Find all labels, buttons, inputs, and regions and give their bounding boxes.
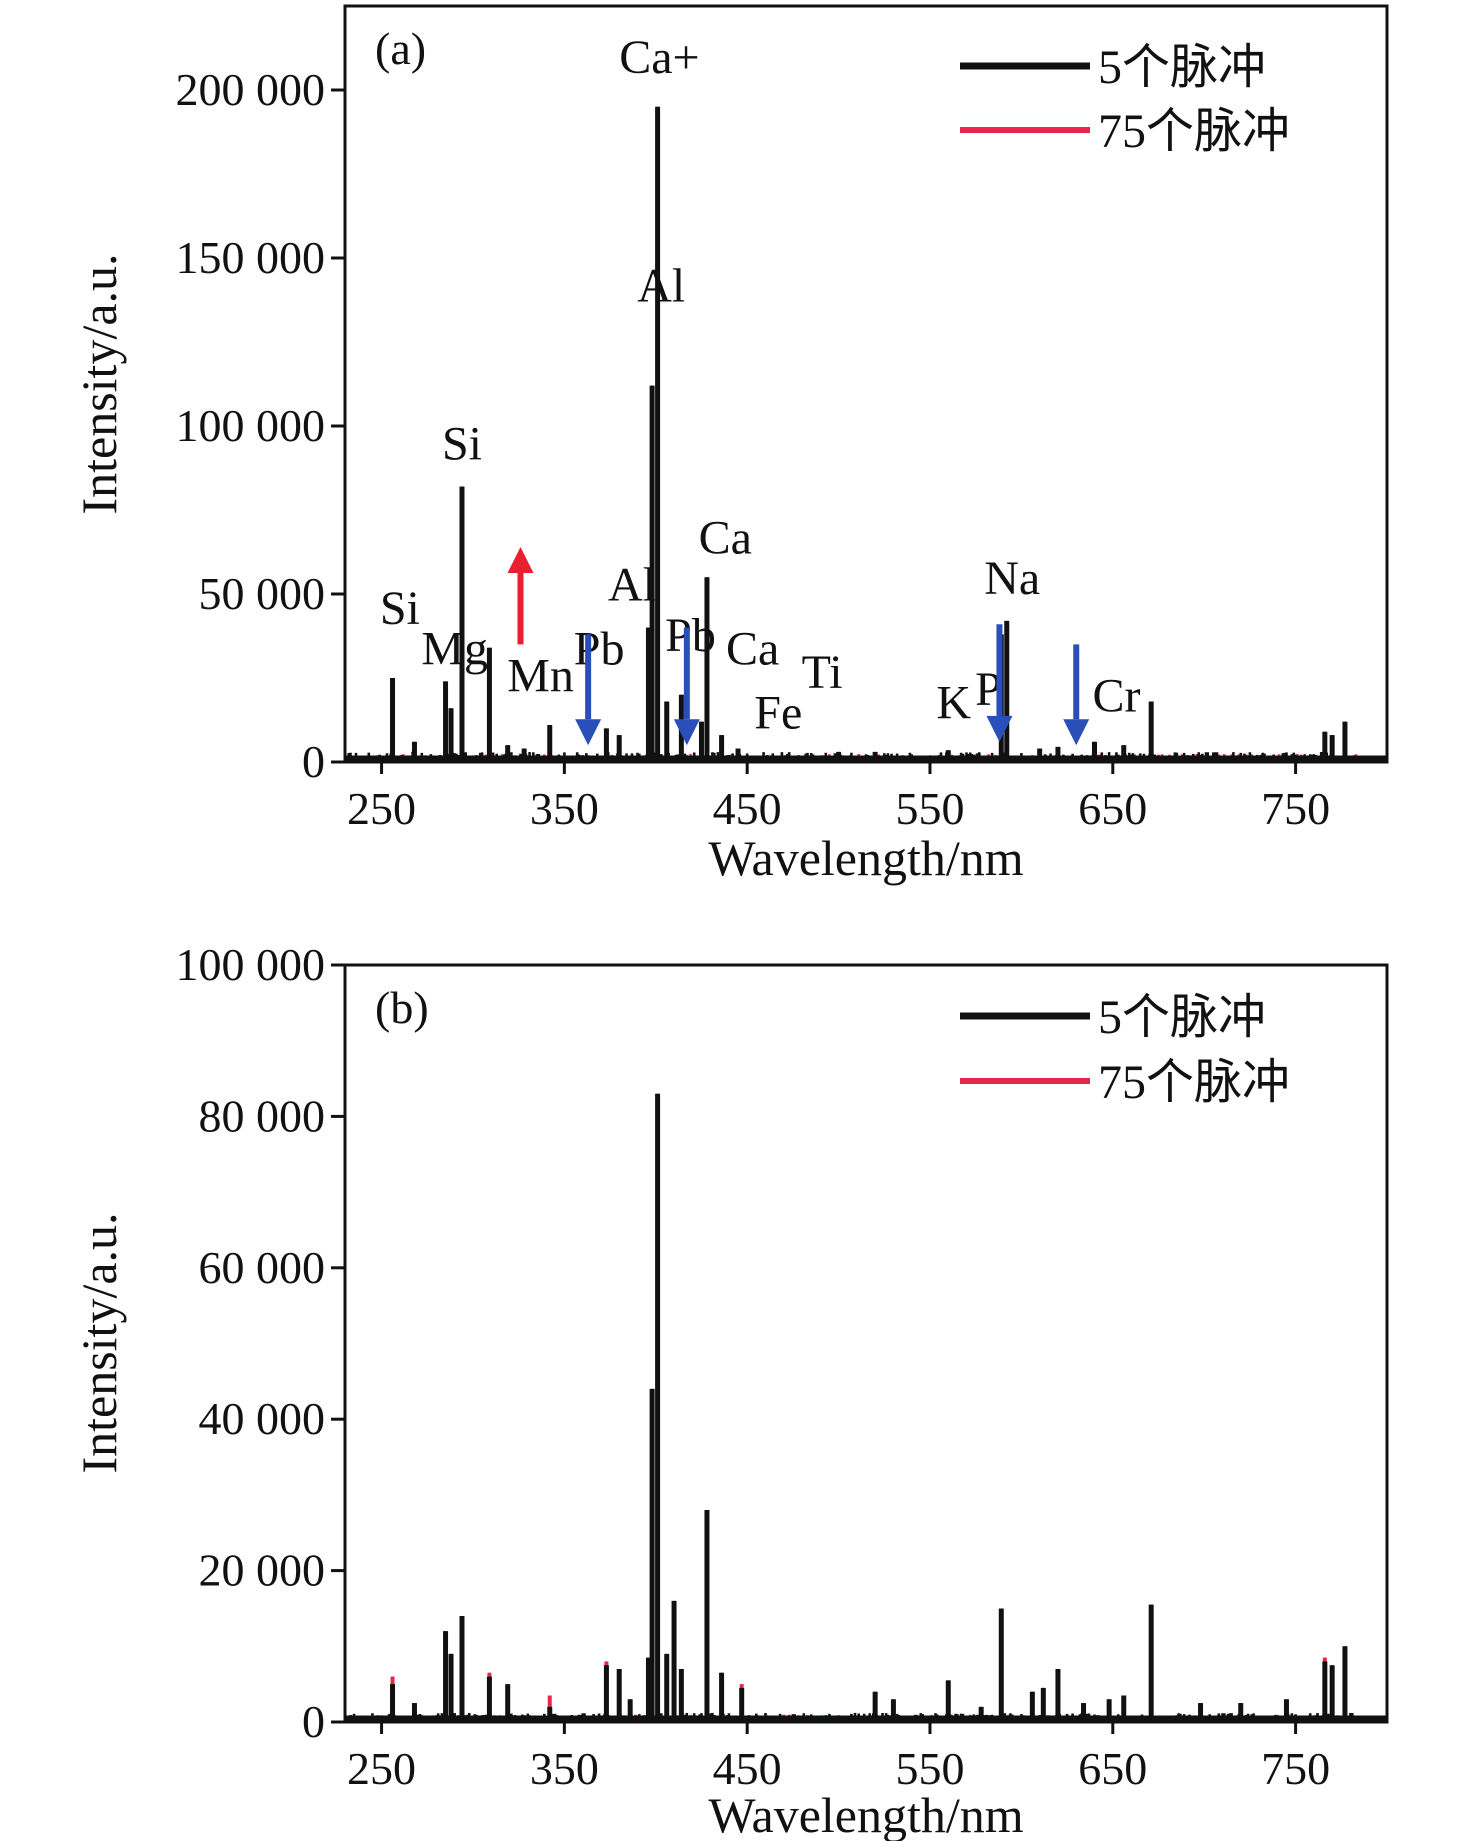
element-label: Ca <box>699 512 752 565</box>
legend-label-1: 5个脉冲 <box>1098 991 1266 1044</box>
x-tick-label: 250 <box>347 783 416 834</box>
panel-b-chart: 0 20 000 40 000 60 000 80 000 100 000 250 350 45… <box>71 939 1389 1841</box>
y-axis-title: Intensity/a.u. <box>71 253 127 514</box>
x-tick-label: 650 <box>1078 1743 1147 1794</box>
x-tick-label: 350 <box>530 783 599 834</box>
y-tick-label: 200 000 <box>176 64 326 115</box>
element-label: Pb <box>574 623 625 676</box>
y-tick-label: 50 000 <box>199 568 326 619</box>
element-label: Al <box>608 559 656 612</box>
x-axis-title: Wavelength/nm <box>708 1787 1023 1841</box>
legend-label-1: 5个脉冲 <box>1098 41 1266 94</box>
x-tick-label: 450 <box>713 783 782 834</box>
y-tick-label: 0 <box>302 1696 325 1747</box>
x-tick-label: 250 <box>347 1743 416 1794</box>
y-tick-label: 60 000 <box>199 1242 326 1293</box>
legend-label-2: 75个脉冲 <box>1098 105 1290 158</box>
plot-frame <box>343 4 1389 764</box>
element-label: Cr <box>1092 670 1140 723</box>
arrow-up-icon <box>507 546 534 573</box>
panel-label: (b) <box>375 982 429 1033</box>
element-label: Ti <box>802 646 843 699</box>
element-label: Al <box>637 260 685 313</box>
element-label: Ca+ <box>619 31 699 84</box>
x-tick-label: 350 <box>530 1743 599 1794</box>
spectrum-series-2 <box>347 459 1360 762</box>
x-tick-label: 750 <box>1261 1743 1330 1794</box>
element-label: Na <box>984 552 1040 605</box>
spectrum-series-1 <box>347 1093 1360 1722</box>
element-label: Si <box>380 582 420 635</box>
element-label: Mg <box>421 623 488 676</box>
legend-label-2: 75个脉冲 <box>1098 1056 1290 1109</box>
spectrum-series-1 <box>347 106 1360 762</box>
y-tick-label: 40 000 <box>199 1393 326 1444</box>
x-tick-label: 450 <box>713 1743 782 1794</box>
arrow-down-icon <box>673 719 700 746</box>
spectrum-series-2 <box>347 1343 1360 1722</box>
arrow-down-icon <box>575 719 602 746</box>
element-label: Ca <box>726 623 779 676</box>
y-tick-label: 20 000 <box>199 1545 326 1596</box>
y-tick-label: 100 000 <box>176 939 326 990</box>
y-tick-label: 100 000 <box>176 400 326 451</box>
panel-a-chart: 0 50 000 100 000 150 000 200 000 250 350 450 550… <box>71 4 1389 886</box>
x-tick-label: 750 <box>1261 783 1330 834</box>
x-tick-label: 550 <box>895 1743 964 1794</box>
arrow-down-icon <box>1063 719 1090 746</box>
element-label: Mn <box>507 649 574 702</box>
x-tick-label: 550 <box>895 783 964 834</box>
y-tick-label: 0 <box>302 736 325 787</box>
panel-label: (a) <box>375 23 426 74</box>
y-tick-label: 150 000 <box>176 232 326 283</box>
element-label: Si <box>442 418 482 471</box>
x-axis-title: Wavelength/nm <box>708 830 1023 886</box>
y-tick-label: 80 000 <box>199 1090 326 1141</box>
element-label: Pb <box>665 609 716 662</box>
element-label: K <box>936 676 971 729</box>
plot-frame <box>343 963 1389 1724</box>
y-axis-title: Intensity/a.u. <box>71 1212 127 1473</box>
arrow-down-icon <box>986 715 1013 742</box>
element-label: Fe <box>754 686 802 739</box>
x-tick-label: 650 <box>1078 783 1147 834</box>
